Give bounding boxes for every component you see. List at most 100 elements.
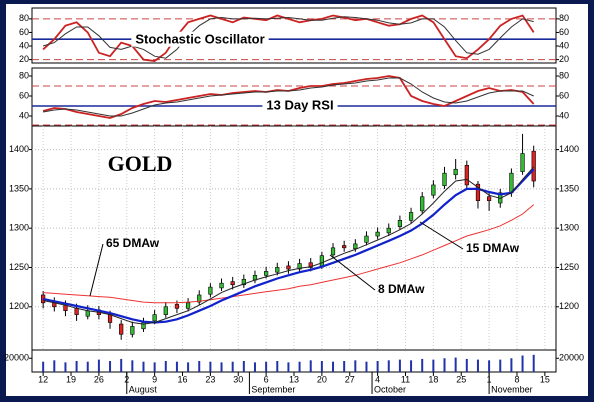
candle-body bbox=[420, 196, 425, 212]
y-tick-label-right: 20000 bbox=[559, 353, 584, 363]
candle-body bbox=[152, 314, 157, 322]
chart-title: GOLD bbox=[108, 151, 173, 176]
candle-body bbox=[375, 231, 380, 237]
candle-body bbox=[119, 323, 124, 335]
candle-body bbox=[330, 247, 336, 256]
volume-bar bbox=[521, 355, 524, 372]
x-tick-label: 8 bbox=[514, 374, 519, 384]
volume-bar bbox=[120, 358, 123, 372]
y-tick-label: 1400 bbox=[9, 144, 29, 154]
x-tick-label: 13 bbox=[289, 374, 299, 384]
x-tick-label: 9 bbox=[152, 374, 157, 384]
x-tick-label: 19 bbox=[66, 374, 76, 384]
y-tick-label-right: 80 bbox=[559, 13, 569, 23]
volume-bar bbox=[86, 361, 89, 372]
y-tick-label-right: 1350 bbox=[559, 183, 579, 193]
volume-bar bbox=[332, 361, 335, 372]
x-tick-label: 26 bbox=[94, 374, 104, 384]
candle-body bbox=[397, 220, 403, 227]
y-tick-label-right: 20 bbox=[559, 54, 569, 64]
candle-body bbox=[219, 282, 224, 289]
volume-bar bbox=[454, 357, 457, 372]
candle-body bbox=[264, 271, 269, 276]
panel bbox=[31, 7, 557, 64]
volume-bar bbox=[220, 362, 223, 372]
volume-bar bbox=[153, 362, 156, 372]
volume-bar bbox=[488, 360, 491, 372]
x-tick-label: 4 bbox=[375, 374, 380, 384]
month-label: September bbox=[251, 384, 295, 394]
y-tick-label: 20 bbox=[19, 54, 29, 64]
candle-body bbox=[475, 183, 481, 201]
volume-bar bbox=[343, 361, 346, 372]
line-series bbox=[42, 16, 534, 59]
candle-body bbox=[319, 255, 324, 267]
line-series bbox=[42, 168, 535, 324]
y-tick-label-right: 80 bbox=[559, 70, 569, 80]
volume-bar bbox=[109, 361, 112, 372]
candle-body bbox=[230, 281, 235, 286]
candle-body bbox=[342, 245, 347, 249]
y-tick-label-right: 1200 bbox=[559, 301, 579, 311]
volume-bar bbox=[309, 360, 312, 372]
volume-bar bbox=[198, 361, 201, 372]
candle-body bbox=[107, 314, 113, 323]
y-tick-label: 60 bbox=[19, 90, 29, 100]
y-tick-label-right: 60 bbox=[559, 90, 569, 100]
month-label: November bbox=[491, 384, 533, 394]
volume-bar bbox=[532, 354, 535, 372]
y-tick-label: 80 bbox=[19, 70, 29, 80]
y-tick-label: 40 bbox=[19, 40, 29, 50]
x-tick-label: 23 bbox=[205, 374, 215, 384]
annotation: 8 DMAw bbox=[378, 282, 425, 296]
x-tick-label: 30 bbox=[233, 374, 243, 384]
line-series bbox=[42, 14, 535, 62]
volume-bar bbox=[175, 361, 178, 372]
volume-bar bbox=[476, 359, 479, 372]
volume-bar bbox=[97, 359, 100, 372]
candle-body bbox=[353, 243, 358, 249]
x-tick-label: 15 bbox=[540, 374, 550, 384]
x-tick-label: 12 bbox=[38, 374, 48, 384]
month-label: August bbox=[129, 384, 158, 394]
candle-body bbox=[531, 150, 536, 182]
candle-body bbox=[85, 310, 90, 317]
candle-body bbox=[208, 286, 213, 295]
candle-body bbox=[431, 184, 436, 196]
volume-bar bbox=[510, 358, 513, 372]
volume-bar bbox=[376, 361, 379, 372]
volume-bar bbox=[142, 361, 145, 372]
y-tick-label: 1300 bbox=[9, 223, 29, 233]
candle-body bbox=[275, 267, 280, 273]
y-tick-label-right: 1300 bbox=[559, 223, 579, 233]
candle-body bbox=[185, 302, 191, 309]
volume-bar bbox=[42, 361, 45, 372]
y-tick-label: 1350 bbox=[9, 183, 29, 193]
volume-bar bbox=[387, 360, 390, 372]
y-tick-label: 60 bbox=[19, 27, 29, 37]
volume-bar bbox=[365, 361, 368, 372]
candle-body bbox=[464, 164, 469, 186]
annotation-pointer bbox=[329, 254, 376, 291]
volume-bar bbox=[164, 361, 167, 372]
annotation-pointer bbox=[89, 243, 104, 297]
y-tick-label: 40 bbox=[19, 110, 29, 120]
panel-title: Stochastic Oscillator bbox=[135, 32, 264, 47]
x-tick-label: 16 bbox=[178, 374, 188, 384]
x-tick-label: 27 bbox=[345, 374, 355, 384]
candle-body bbox=[241, 278, 246, 286]
candle-body bbox=[74, 308, 79, 315]
y-tick-label-right: 40 bbox=[559, 110, 569, 120]
volume-bar bbox=[421, 358, 424, 372]
volume-bar bbox=[432, 359, 435, 372]
y-tick-label: 1200 bbox=[9, 301, 29, 311]
candle-body bbox=[163, 306, 168, 315]
volume-bar bbox=[443, 358, 446, 372]
volume-bar bbox=[410, 360, 413, 372]
candle-body bbox=[197, 294, 202, 303]
candle-body bbox=[364, 235, 369, 243]
candle-body bbox=[408, 212, 414, 221]
x-tick-label: 20 bbox=[317, 374, 327, 384]
volume-bar bbox=[131, 360, 134, 372]
annotation: 65 DMAw bbox=[106, 236, 160, 250]
